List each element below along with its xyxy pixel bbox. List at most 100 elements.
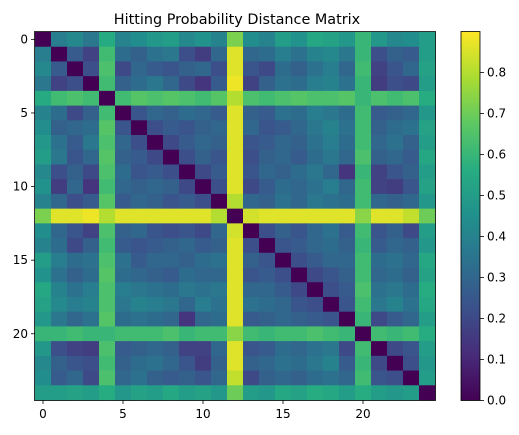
heatmap-cell [179,370,196,386]
x-tick-label: 0 [39,407,47,421]
heatmap-cell [211,179,228,195]
heatmap-cell [291,149,308,165]
heatmap-cell [163,223,180,239]
heatmap-cell [355,135,372,151]
heatmap-cell [355,282,372,298]
heatmap-cell [371,282,388,298]
heatmap-cell [339,32,356,48]
heatmap-cell [195,238,212,254]
heatmap-cell [83,370,100,386]
heatmap-cell [35,370,52,386]
heatmap-cell [83,355,100,371]
heatmap-cell [179,120,196,136]
heatmap-cell [323,105,340,121]
heatmap-cell [83,326,100,342]
heatmap-cell [371,164,388,180]
heatmap-cell [211,326,228,342]
heatmap-cell [291,223,308,239]
heatmap-cell [259,208,276,224]
heatmap-cell [355,61,372,77]
heatmap-cell [259,385,276,401]
x-axis: 0 5 10 15 20 [39,400,371,421]
heatmap-cell [131,179,148,195]
heatmap-cell [291,341,308,357]
heatmap-cell [35,76,52,92]
heatmap-cell [115,208,132,224]
heatmap-cell [35,90,52,106]
heatmap-cell [115,385,132,401]
heatmap-cell [179,223,196,239]
heatmap-cell [179,341,196,357]
heatmap-cell [403,179,420,195]
heatmap-cell [115,252,132,268]
heatmap-cell [403,370,420,386]
heatmap-cell [307,370,324,386]
heatmap-cell [131,76,148,92]
heatmap-cell [67,120,84,136]
heatmap-cell [291,267,308,283]
heatmap-cell [131,282,148,298]
heatmap-cell [275,90,292,106]
heatmap-cell [131,267,148,283]
heatmap-cell [115,32,132,48]
heatmap-cell [371,208,388,224]
heatmap-cell [163,76,180,92]
heatmap-cell [403,223,420,239]
heatmap-cell [131,193,148,210]
heatmap-cell [323,135,340,151]
heatmap-cell [371,61,388,77]
heatmap-cell [355,32,372,48]
heatmap-cell [259,61,276,77]
heatmap-cell [83,223,100,239]
heatmap-cell [67,238,84,254]
heatmap-cell [227,311,244,327]
heatmap-cell [67,296,84,313]
heatmap-cell [147,311,164,327]
heatmap-cell [403,105,420,121]
heatmap-cell [163,135,180,151]
heatmap-cell [147,296,164,313]
heatmap-cell [227,282,244,298]
heatmap-cell [227,355,244,371]
heatmap-cell [179,385,196,401]
heatmap-cell [195,90,212,106]
heatmap-cell [243,296,260,313]
heatmap-cell [307,90,324,106]
heatmap-cell [51,385,68,401]
y-tick-label: 20 [13,327,28,341]
heatmap-cell [355,238,372,254]
heatmap-cell [179,76,196,92]
heatmap-cell [387,252,404,268]
heatmap-cell [99,105,116,121]
heatmap-cell [195,135,212,151]
heatmap-cell [275,252,292,268]
heatmap-cell [195,282,212,298]
heatmap-cell [275,223,292,239]
heatmap-cell [307,385,324,401]
heatmap-cell [243,76,260,92]
heatmap-cell [115,267,132,283]
heatmap-cell [227,193,244,210]
heatmap-cell [259,90,276,106]
heatmap-cell [67,105,84,121]
heatmap-cell [67,193,84,210]
heatmap-cell [307,61,324,77]
heatmap-cell [227,164,244,180]
heatmap-cell [51,105,68,121]
heatmap-cell [323,179,340,195]
heatmap-cell [403,252,420,268]
heatmap-cell [147,282,164,298]
heatmap-cell [51,76,68,92]
heatmap-cell [307,46,324,62]
heatmap-cell [259,355,276,371]
heatmap-cell [339,61,356,77]
heatmap-cell [403,238,420,254]
heatmap-cell [195,32,212,48]
heatmap-cell [355,326,372,342]
y-axis: 0 5 10 15 20 [13,32,35,341]
heatmap-cell [419,135,436,151]
heatmap-cell [323,355,340,371]
heatmap-cell [419,223,436,239]
heatmap-cell [371,149,388,165]
heatmap-cell [387,282,404,298]
